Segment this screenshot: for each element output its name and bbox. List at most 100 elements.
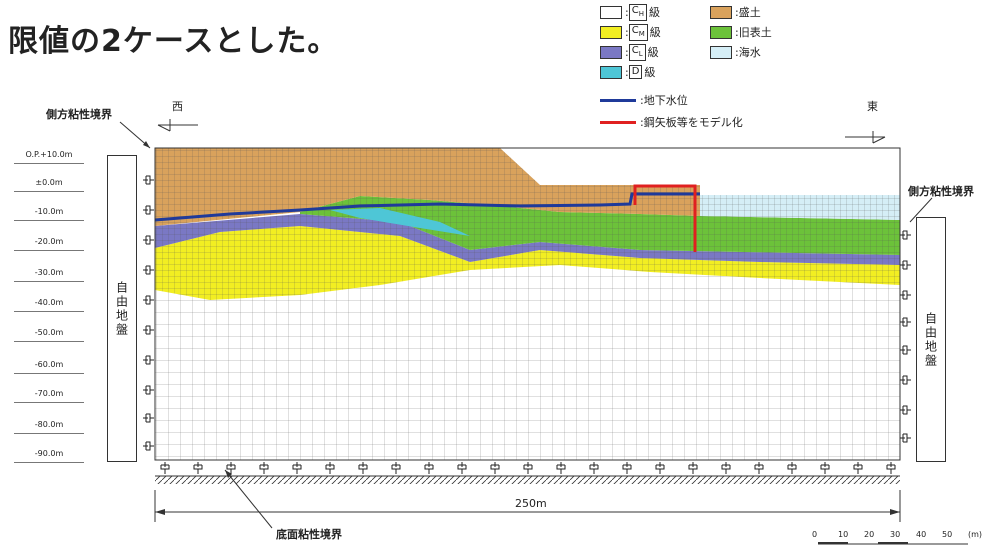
dashpot-icon [490, 462, 500, 474]
sheetpile-swatch [600, 120, 636, 124]
dashpot-icon [226, 462, 236, 474]
legend-separator: : [625, 65, 629, 79]
model-outline [154, 147, 901, 461]
elevation-label: ±0.0m [35, 178, 63, 187]
dashpot-icon [143, 295, 154, 305]
legend-groundwater: : 地下水位 [600, 91, 840, 109]
legend-class-subscript: M [638, 29, 645, 38]
dashpot-icon [900, 290, 911, 300]
legend-class-subscript: H [638, 9, 644, 18]
elevation-tick [14, 402, 84, 403]
free-ground-right-box: 自由地盤 [916, 217, 946, 462]
dashpot-icon [787, 462, 797, 474]
dashpot-icon [143, 385, 154, 395]
legend-item-label: 盛土 [738, 6, 761, 19]
base-hatching [155, 476, 900, 484]
scale-tick-label: 20 [864, 530, 875, 539]
legend-item-label: 旧表土 [738, 26, 772, 39]
legend-separator: : [735, 45, 739, 59]
dashpot-icon [457, 462, 467, 474]
groundwater-label: 地下水位 [643, 94, 688, 107]
legend-class-code: CM [628, 23, 648, 41]
elevation-tick [14, 191, 84, 192]
legend-swatch [710, 5, 732, 19]
legend-swatch [600, 25, 622, 39]
dashpot-icon [259, 462, 269, 474]
legend-class-subscript: L [638, 49, 643, 58]
elevation-tick [14, 462, 84, 463]
legend-separator: : [640, 93, 644, 107]
dashpot-icon [655, 462, 665, 474]
legend-item-label: 級 [649, 26, 661, 39]
dashpot-icon [900, 433, 911, 443]
dashpot-icon [193, 462, 203, 474]
legend-separator: : [625, 5, 629, 19]
legend-item-label: 級 [648, 6, 660, 19]
dashpot-icon [853, 462, 863, 474]
dashpot-icon [143, 205, 154, 215]
legend-item: : 海水 [710, 43, 820, 61]
dashpot-icon [358, 462, 368, 474]
sheetpile-line [633, 184, 697, 252]
legend-separator: : [625, 45, 629, 59]
right-boundary-leader [909, 197, 933, 223]
elevation-tick [14, 220, 84, 221]
dashpot-icon [143, 325, 154, 335]
dashpot-icon [688, 462, 698, 474]
elevation-tick [14, 373, 84, 374]
legend-separator: : [640, 115, 644, 129]
dashpot-icon [589, 462, 599, 474]
legend-separator: : [735, 25, 739, 39]
elevation-tick [14, 163, 84, 164]
dashpot-icon [721, 462, 731, 474]
groundwater-swatch [600, 98, 636, 102]
dashpot-icon [391, 462, 401, 474]
legend-item: : 盛土 [710, 3, 820, 21]
legend-swatch [710, 45, 732, 59]
scale-tick-label: 40 [916, 530, 927, 539]
elevation-label: -30.0m [34, 268, 64, 277]
dashpot-icon [143, 265, 154, 275]
elevation-tick [14, 250, 84, 251]
east-arrow-icon [845, 131, 886, 144]
legend-swatch [600, 5, 622, 19]
east-label: 東 [867, 100, 878, 113]
legend-class-code: CH [628, 3, 647, 21]
legend-class-code: D [628, 65, 643, 79]
legend-class-letter: D [631, 66, 640, 77]
free-ground-left-label: 自由地盤 [114, 280, 129, 337]
dashpot-icon [143, 235, 154, 245]
dashpot-icon [900, 345, 911, 355]
legend-swatch [600, 65, 622, 79]
legend-item-label: 級 [644, 66, 656, 79]
dashpot-icon [820, 462, 830, 474]
dimension-line [154, 490, 901, 522]
dashpot-icon [325, 462, 335, 474]
elevation-label: -10.0m [34, 207, 64, 216]
dashpot-icon [143, 441, 154, 451]
elevation-tick [14, 281, 84, 282]
scale-bar [818, 542, 968, 545]
scale-unit-label: (m) [968, 530, 983, 539]
free-ground-left-box: 自由地盤 [107, 155, 137, 462]
dashpot-icon [556, 462, 566, 474]
legend-class-letter: C [631, 4, 639, 16]
dashpot-icon [900, 260, 911, 270]
soil-layers [155, 148, 900, 460]
dashpot-icon [622, 462, 632, 474]
bottom-boundary-label: 底面粘性境界 [276, 528, 342, 541]
dashpot-icon [143, 175, 154, 185]
elevation-tick [14, 433, 84, 434]
elevation-label: O.P.+10.0m [25, 150, 73, 159]
dashpot-icon [900, 375, 911, 385]
legend-sheetpile: : 鋼矢板等をモデル化 [600, 113, 840, 131]
legend-class-code: CL [628, 43, 646, 61]
dashpot-icon [886, 462, 896, 474]
left-boundary-leader-arrowhead [143, 141, 150, 148]
scale-tick-label: 30 [890, 530, 901, 539]
elevation-tick [14, 311, 84, 312]
layer-d [330, 208, 470, 236]
dashpot-icon [754, 462, 764, 474]
west-label: 西 [172, 100, 183, 113]
